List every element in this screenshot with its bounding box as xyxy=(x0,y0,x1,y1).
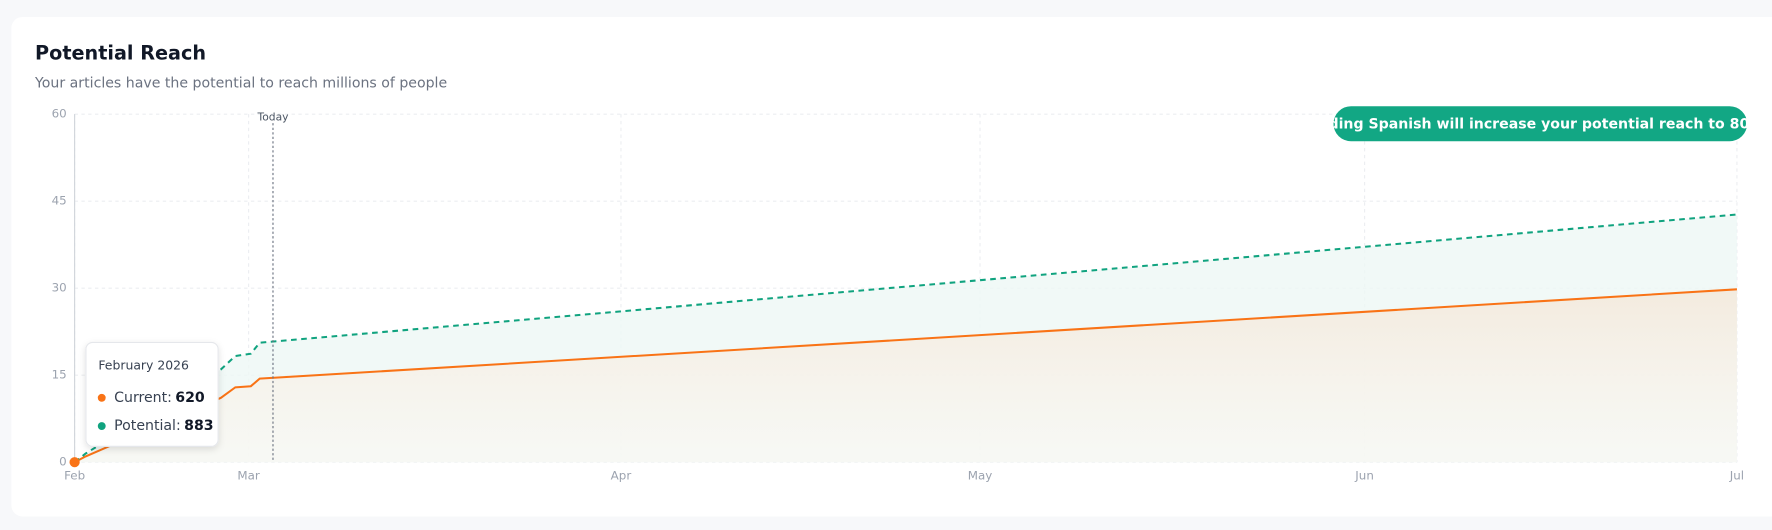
tooltip-label: Potential: xyxy=(114,418,181,434)
tooltip-box xyxy=(85,341,219,447)
tooltip-value: 883 xyxy=(184,418,213,434)
x-tick-label: May xyxy=(968,468,993,482)
point-marker xyxy=(69,457,80,468)
area xyxy=(74,289,1737,463)
tooltip: February 2026 Current: 620 Potential: 883 xyxy=(85,341,219,447)
card-title: Potential Reach xyxy=(35,42,206,65)
card-subtitle: Your articles have the potential to reac… xyxy=(34,76,447,92)
tooltip-value: 620 xyxy=(175,390,205,406)
x-tick-label: Jun xyxy=(1354,468,1374,482)
info-badge-text: Adding Spanish will increase your potent… xyxy=(1307,116,1772,132)
y-tick-label: 0 xyxy=(59,455,67,469)
y-tick-label: 45 xyxy=(52,194,67,208)
tooltip-row: Potential: 883 xyxy=(114,418,213,434)
today-label: Today xyxy=(256,111,289,124)
y-tick-label: 30 xyxy=(52,281,67,295)
x-tick-label: Mar xyxy=(237,468,259,482)
tooltip-row: Current: 620 xyxy=(114,390,205,406)
info-badge xyxy=(1333,106,1748,142)
series-line xyxy=(74,288,1737,464)
x-tick-label: Jul xyxy=(1729,468,1744,482)
tooltip-label: Current: xyxy=(114,390,172,406)
tooltip-dot xyxy=(97,422,106,430)
tooltip-dot xyxy=(97,393,106,402)
x-tick-label: Apr xyxy=(611,468,632,482)
tooltip-title: February 2026 xyxy=(98,358,189,373)
y-tick-label: 15 xyxy=(52,368,67,382)
x-tick-label: Feb xyxy=(64,468,85,482)
series-line xyxy=(73,213,1738,463)
y-tick-label: 60 xyxy=(52,107,67,121)
